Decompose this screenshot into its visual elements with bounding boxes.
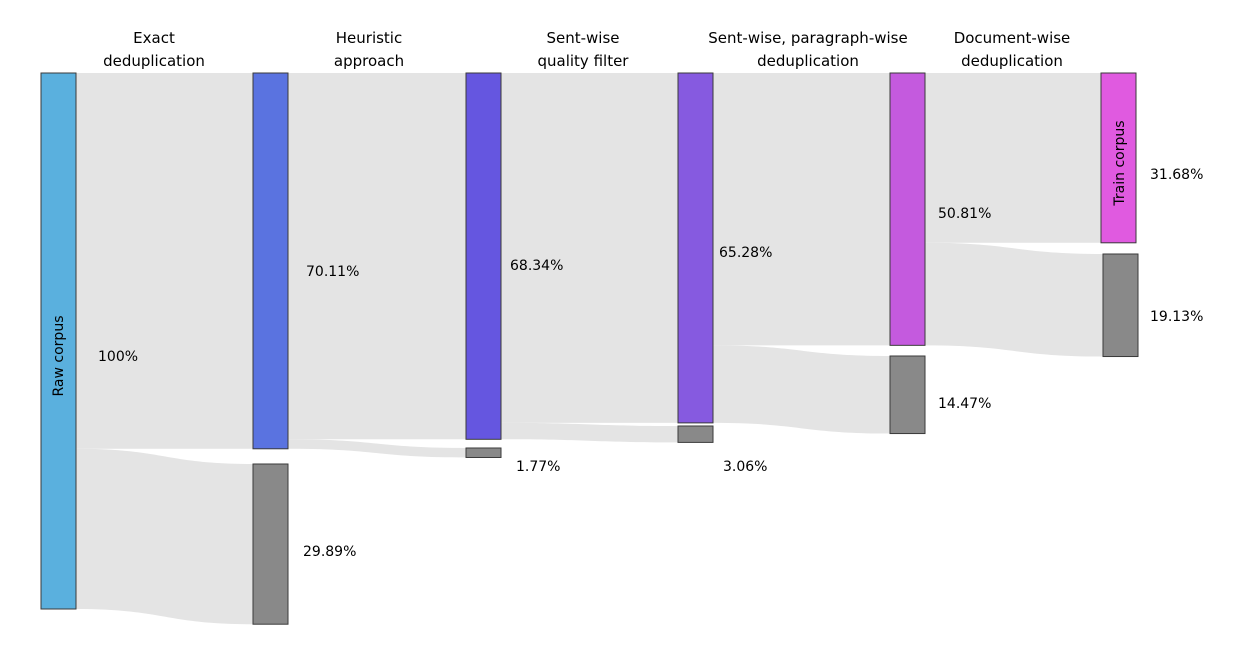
stage-title-document-line2: deduplication [961,52,1063,70]
flow-para-to-doc_drop [713,345,890,434]
quality-drop-pct: 1.77% [516,459,560,475]
node-para [677,72,714,424]
heuristic-pct: 70.11% [306,264,359,280]
train-drop-pct: 19.13% [1150,309,1203,325]
stage-title-heuristic-line1: Heuristic [336,29,402,47]
paragraph-pct: 65.28% [719,245,772,261]
node-qual [465,72,502,440]
node-doc [889,72,926,346]
percent-labels: Raw corpus 100% 70.11% 29.89% 68.34% 1.7… [51,120,1203,560]
stage-title-exact-line1: Exact [133,29,175,47]
train-corpus-pct: 31.68% [1150,167,1203,183]
quality-pct: 68.34% [510,258,563,274]
stage-titles: Exact deduplication Heuristic approach S… [103,29,1070,70]
flow-qual-to-para_drop [501,422,678,443]
flow-raw-to-heur [76,73,253,449]
document-pct: 50.81% [938,206,991,222]
node-doc-drop [889,355,926,435]
node-qual-drop [465,447,502,458]
raw-corpus-label: Raw corpus [51,316,67,397]
train-corpus-label: Train corpus [1112,120,1128,206]
node-heur [252,72,289,450]
heuristic-drop-pct: 29.89% [303,544,356,560]
stage-title-quality-line2: quality filter [538,52,630,70]
flow-heur-to-qual_drop [288,439,466,458]
node-para-drop [677,425,714,443]
raw-corpus-pct: 100% [98,349,138,365]
node-train [1100,72,1137,244]
stage-title-heuristic-line2: approach [334,52,404,70]
document-drop-pct: 14.47% [938,396,991,412]
flow-raw-to-heur_drop [76,448,253,625]
flow-doc-to-train [925,73,1101,243]
stage-title-exact-line2: deduplication [103,52,205,70]
flow-heur-to-qual [288,73,466,440]
node-layer [40,72,1139,625]
node-raw [40,72,77,610]
paragraph-drop-pct: 3.06% [723,459,767,475]
node-heur-drop [252,463,289,625]
stage-title-document-line1: Document-wise [954,29,1071,47]
flow-doc-to-train_drop [925,242,1103,357]
stage-title-quality-line1: Sent-wise [546,29,619,47]
flow-layer [76,73,1103,625]
flow-para-to-doc [713,73,890,346]
flow-qual-to-para [501,73,678,423]
node-train-drop [1102,253,1139,358]
stage-title-paragraph-line1: Sent-wise, paragraph-wise [708,29,907,47]
stage-title-paragraph-line2: deduplication [757,52,859,70]
